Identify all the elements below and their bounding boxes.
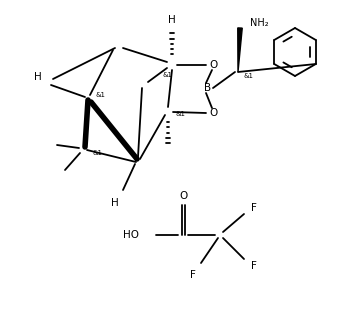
Text: O: O — [179, 191, 187, 201]
Text: &1: &1 — [162, 72, 172, 78]
Text: H: H — [111, 198, 119, 208]
Text: B: B — [204, 83, 212, 93]
Text: &1: &1 — [95, 92, 105, 98]
Text: F: F — [251, 203, 257, 213]
Text: &1: &1 — [175, 111, 185, 117]
Polygon shape — [238, 28, 242, 72]
Text: O: O — [209, 60, 217, 70]
Text: HO: HO — [123, 230, 139, 240]
Text: &1: &1 — [243, 73, 253, 79]
Text: O: O — [209, 108, 217, 118]
Text: F: F — [190, 270, 196, 280]
Text: NH₂: NH₂ — [250, 18, 268, 28]
Text: H: H — [34, 72, 42, 82]
Text: F: F — [251, 261, 257, 271]
Text: H: H — [168, 15, 176, 25]
Text: &1: &1 — [92, 150, 102, 156]
